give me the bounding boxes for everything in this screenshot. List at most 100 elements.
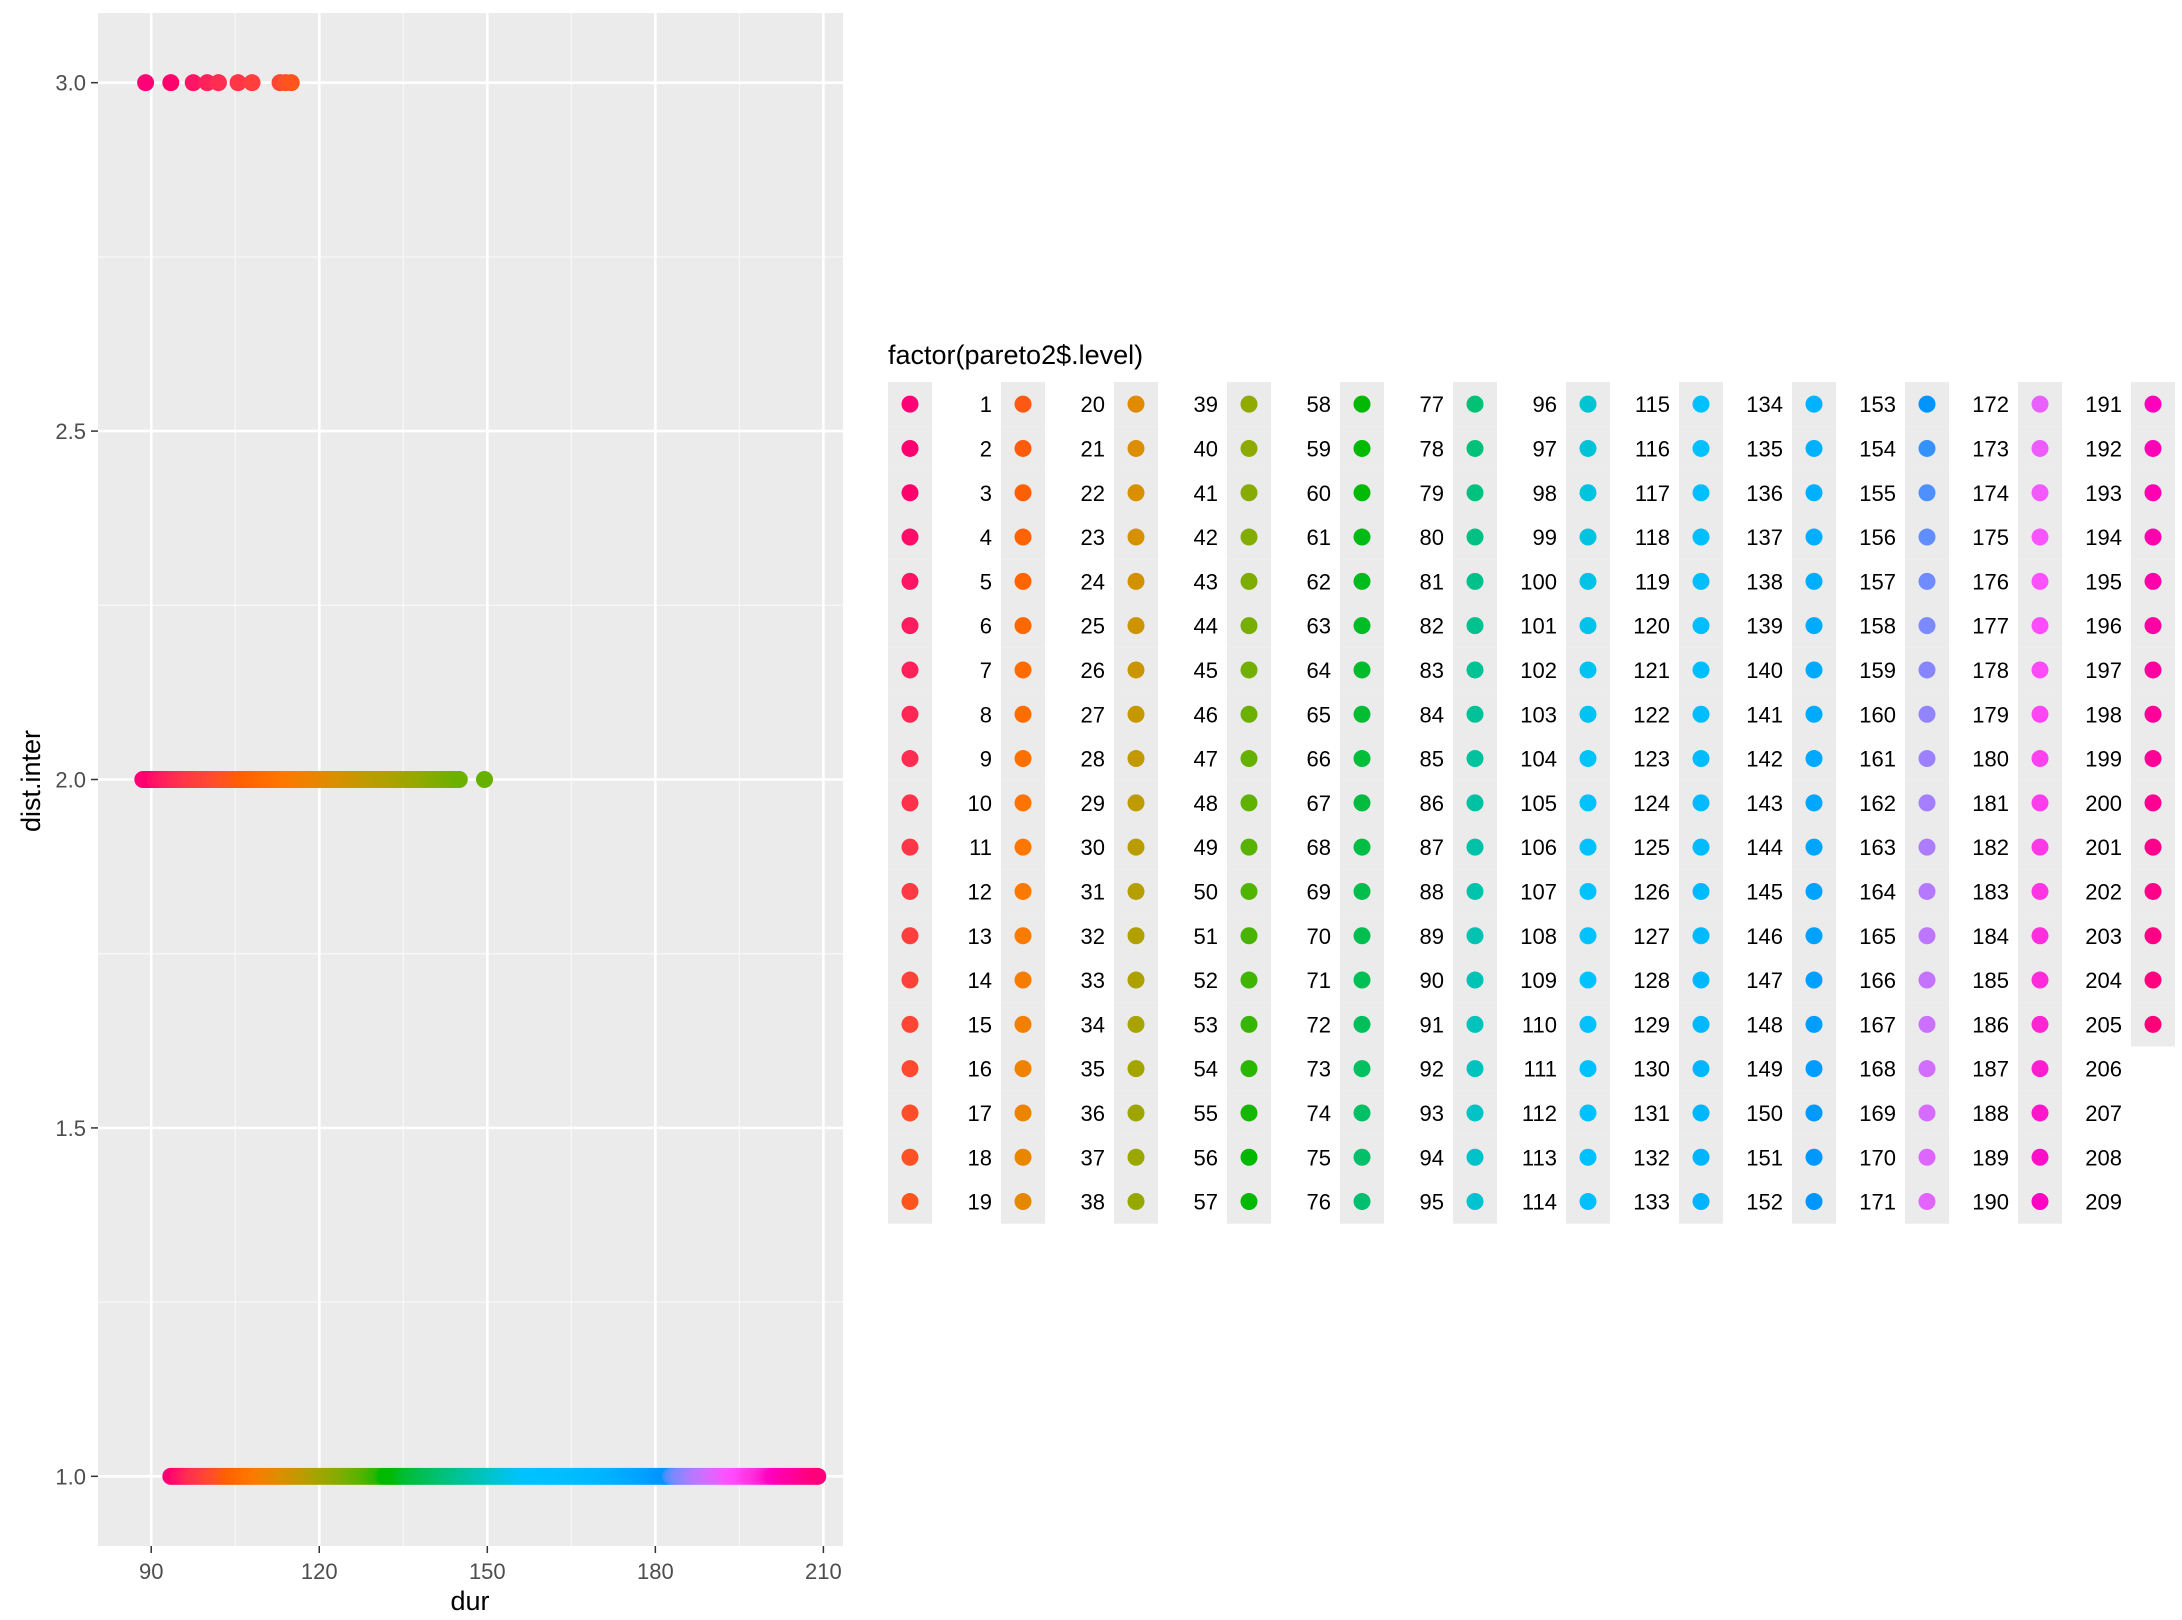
legend-label: 145 [1746, 879, 1783, 904]
legend-entry: 178 [1905, 647, 2009, 693]
legend-entry: 119 [1566, 559, 1670, 604]
legend-point [1466, 1104, 1484, 1122]
data-point [809, 1467, 827, 1485]
legend-entry: 38 [1001, 1179, 1105, 1224]
legend-label: 4 [980, 525, 992, 550]
legend-label: 152 [1746, 1190, 1783, 1215]
legend-point [901, 572, 919, 590]
legend-point [901, 439, 919, 457]
legend-label: 51 [1194, 924, 1218, 949]
legend-label: 74 [1307, 1101, 1331, 1126]
legend-point [1579, 661, 1597, 679]
legend-point [1805, 838, 1823, 856]
legend-point [1127, 617, 1145, 635]
legend-label: 159 [1859, 658, 1896, 683]
legend-label: 136 [1746, 481, 1783, 506]
legend-entry: 110 [1453, 1002, 1557, 1047]
legend-label: 189 [1972, 1145, 2009, 1170]
legend-entry: 173 [1905, 426, 2009, 471]
legend-point [1692, 838, 1710, 856]
legend-entry: 138 [1679, 559, 1783, 604]
legend-point [1579, 1015, 1597, 1033]
legend-point [1692, 750, 1710, 768]
legend-point [2031, 484, 2049, 502]
legend-point [2144, 439, 2162, 457]
legend-point [1918, 750, 1936, 768]
legend-label: 140 [1746, 658, 1783, 683]
legend-label: 31 [1081, 879, 1105, 904]
legend-point [1579, 705, 1597, 723]
legend-entry: 195 [2018, 559, 2122, 604]
legend-point [1014, 794, 1032, 812]
legend-entry: 61 [1227, 514, 1331, 560]
legend-label: 134 [1746, 392, 1783, 417]
legend-point [1805, 971, 1823, 989]
legend-entry: 52 [1114, 957, 1218, 1003]
legend-entry: 23 [1001, 514, 1105, 560]
legend-label: 184 [1972, 924, 2009, 949]
legend-label: 111 [1524, 1057, 1557, 1082]
legend-point [1353, 927, 1371, 945]
legend-entry: 84 [1340, 692, 1444, 737]
legend-point [1918, 794, 1936, 812]
legend-label: 30 [1081, 835, 1105, 860]
legend-point [2031, 882, 2049, 900]
legend-label: 124 [1633, 791, 1670, 816]
legend-label: 90 [1420, 968, 1444, 993]
legend-label: 5 [980, 569, 992, 594]
legend-entry: 53 [1114, 1002, 1218, 1047]
legend-point [1579, 1193, 1597, 1211]
legend-label: 10 [968, 791, 992, 816]
legend-entry: 5 [888, 559, 992, 604]
legend-entry: 24 [1001, 559, 1105, 604]
legend-entry: 36 [1001, 1090, 1105, 1136]
legend-label: 149 [1746, 1057, 1783, 1082]
legend-entry: 215 [2131, 603, 2175, 648]
legend-label: 63 [1307, 614, 1331, 639]
legend-label: 67 [1307, 791, 1331, 816]
legend-entry: 224 [2131, 1002, 2175, 1047]
legend-label: 75 [1307, 1145, 1331, 1170]
legend-point [1692, 528, 1710, 546]
legend-label: 157 [1859, 569, 1896, 594]
data-point [243, 74, 261, 92]
legend-entry: 18 [888, 1135, 992, 1180]
legend-entry: 130 [1566, 1046, 1670, 1091]
legend-entry: 82 [1340, 603, 1444, 648]
legend-entry: 160 [1792, 692, 1896, 737]
legend-point [1692, 661, 1710, 679]
legend-point [1918, 1193, 1936, 1211]
legend-entry: 135 [1679, 426, 1783, 471]
legend-point [1014, 882, 1032, 900]
legend-point [2031, 1148, 2049, 1166]
legend-entry: 163 [1792, 825, 1896, 870]
legend-label: 155 [1859, 481, 1896, 506]
legend-entry: 157 [1792, 559, 1896, 604]
legend-label: 161 [1859, 747, 1896, 772]
legend-entry: 159 [1792, 647, 1896, 693]
legend-label: 138 [1746, 569, 1783, 594]
legend-point [1127, 1193, 1145, 1211]
legend-entry: 12 [888, 869, 992, 914]
legend-point [1918, 661, 1936, 679]
legend-entry: 174 [1905, 470, 2009, 515]
legend-point [901, 750, 919, 768]
legend-entry: 181 [1905, 780, 2009, 825]
legend-point [1466, 927, 1484, 945]
legend-point [1918, 882, 1936, 900]
legend-entry: 98 [1453, 470, 1557, 515]
legend-entry: 58 [1227, 382, 1331, 427]
legend-label: 68 [1307, 835, 1331, 860]
legend-label: 34 [1081, 1012, 1105, 1037]
legend-point [901, 1193, 919, 1211]
legend-point [1127, 1015, 1145, 1033]
legend-point [2144, 617, 2162, 635]
legend-title: factor(pareto2$.level) [888, 340, 1143, 370]
y-tick-label: 2.5 [55, 419, 86, 444]
legend-point [1353, 395, 1371, 413]
legend-point [1014, 750, 1032, 768]
legend-entry: 21 [1001, 426, 1105, 471]
legend-point [1918, 971, 1936, 989]
legend-point [901, 1015, 919, 1033]
legend-entry: 59 [1227, 426, 1331, 471]
